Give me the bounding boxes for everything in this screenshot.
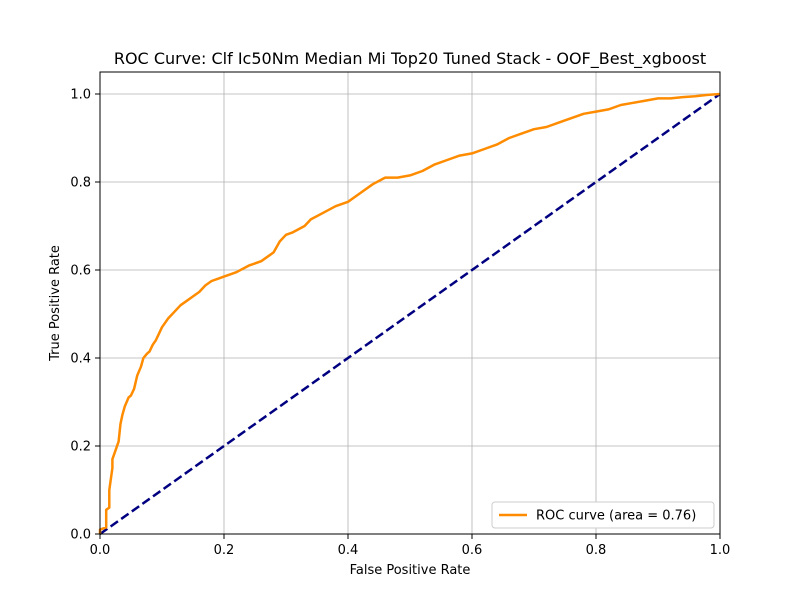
legend: ROC curve (area = 0.76) <box>491 501 715 529</box>
x-tick-label: 1.0 <box>710 543 731 558</box>
x-tick-label: 0.0 <box>90 543 111 558</box>
y-tick-label: 1.0 <box>70 88 91 103</box>
plot-area <box>100 72 720 534</box>
x-tick-label: 0.4 <box>338 543 359 558</box>
legend-box <box>491 501 715 529</box>
legend-label: ROC curve (area = 0.76) <box>536 509 696 524</box>
grid-lines <box>99 72 721 535</box>
x-tick-label: 0.6 <box>462 543 483 558</box>
y-tick-label: 0.8 <box>70 176 91 191</box>
y-tick-label: 0.0 <box>70 528 91 543</box>
x-axis-ticks: 0.0 0.2 0.4 0.6 0.8 1.0 <box>90 534 731 558</box>
series-layer <box>98 92 721 536</box>
y-axis-label: True Positive Rate <box>48 245 63 362</box>
y-axis-ticks: 0.0 0.2 0.4 0.6 0.8 1.0 <box>70 88 100 543</box>
roc-curve-line <box>98 92 721 534</box>
x-axis-label: False Positive Rate <box>350 563 471 578</box>
y-tick-label: 0.2 <box>70 440 91 455</box>
x-tick-label: 0.2 <box>214 543 235 558</box>
chart-title: ROC Curve: Clf Ic50Nm Median Mi Top20 Tu… <box>114 49 706 69</box>
y-tick-label: 0.4 <box>70 352 91 367</box>
y-tick-label: 0.6 <box>70 264 91 279</box>
x-tick-label: 0.8 <box>586 543 607 558</box>
random-baseline-line <box>99 92 721 536</box>
plot-frame <box>99 71 721 535</box>
